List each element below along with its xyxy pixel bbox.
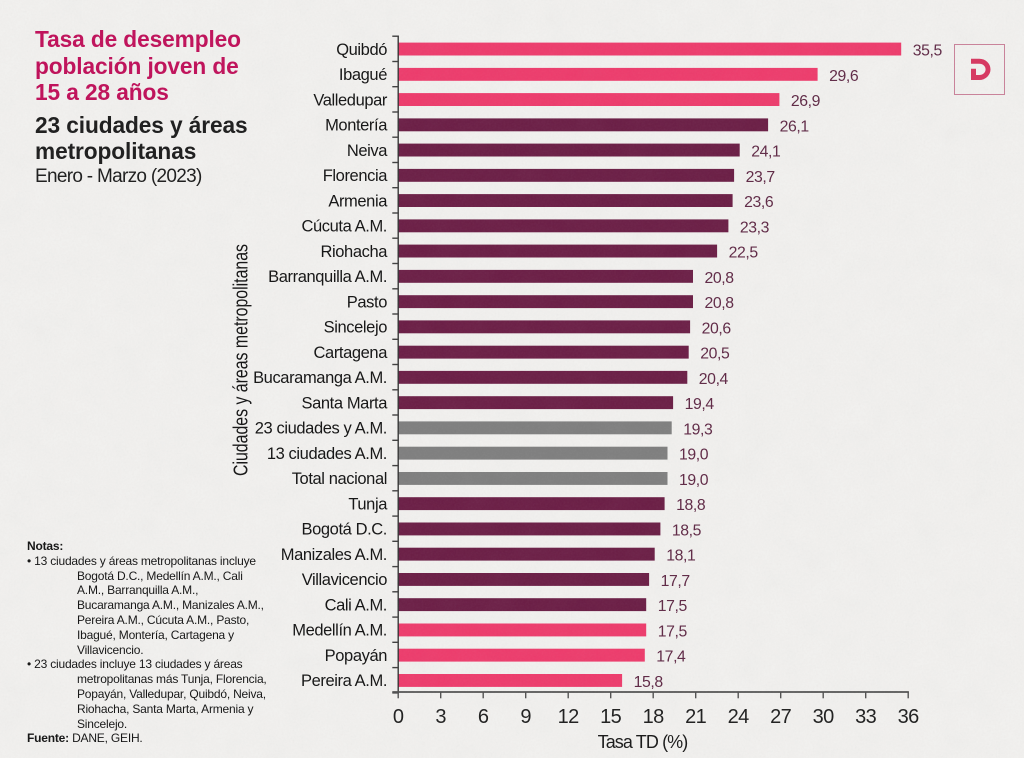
- svg-text:17,5: 17,5: [658, 598, 688, 615]
- svg-text:Florencia: Florencia: [323, 167, 388, 185]
- svg-text:3: 3: [435, 706, 446, 728]
- svg-text:6: 6: [478, 706, 489, 728]
- svg-text:Armenia: Armenia: [328, 192, 388, 210]
- svg-text:Bucaramanga A.M.: Bucaramanga A.M.: [253, 369, 387, 387]
- svg-text:27: 27: [770, 706, 792, 728]
- svg-text:20,5: 20,5: [700, 346, 730, 363]
- svg-text:21: 21: [685, 706, 707, 728]
- svg-text:18,1: 18,1: [666, 548, 696, 565]
- svg-text:Cali A.M.: Cali A.M.: [325, 597, 387, 615]
- svg-text:Valledupar: Valledupar: [313, 91, 388, 109]
- svg-text:35,5: 35,5: [913, 43, 943, 60]
- svg-text:29,6: 29,6: [829, 68, 859, 85]
- svg-text:Pereira A.M.: Pereira A.M.: [301, 672, 387, 690]
- svg-text:Riohacha: Riohacha: [320, 243, 388, 261]
- svg-text:Ibagué: Ibagué: [339, 66, 387, 84]
- svg-text:23,7: 23,7: [746, 169, 775, 186]
- svg-text:Tasa TD (%): Tasa TD (%): [598, 732, 688, 752]
- svg-text:18,5: 18,5: [672, 522, 702, 539]
- svg-text:26,9: 26,9: [791, 93, 821, 110]
- svg-text:19,0: 19,0: [679, 447, 709, 464]
- svg-text:17,7: 17,7: [661, 573, 690, 590]
- svg-text:24,1: 24,1: [751, 144, 781, 161]
- svg-text:12: 12: [558, 706, 580, 728]
- svg-text:Sincelejo: Sincelejo: [324, 319, 388, 337]
- svg-text:Neiva: Neiva: [347, 142, 388, 160]
- svg-text:Popayán: Popayán: [325, 647, 388, 665]
- svg-text:26,1: 26,1: [780, 118, 810, 135]
- svg-text:0: 0: [393, 706, 404, 728]
- svg-text:19,4: 19,4: [685, 396, 715, 413]
- svg-text:Ciudades y áreas metropolitana: Ciudades y áreas metropolitanas: [231, 244, 253, 476]
- svg-text:33: 33: [855, 706, 877, 728]
- svg-text:Medellín A.M.: Medellín A.M.: [292, 622, 387, 640]
- svg-text:20,8: 20,8: [705, 270, 735, 287]
- svg-text:23 ciudades y A.M.: 23 ciudades y A.M.: [255, 420, 387, 438]
- svg-text:20,6: 20,6: [702, 320, 732, 337]
- svg-text:19,0: 19,0: [679, 472, 709, 489]
- svg-text:24: 24: [728, 706, 750, 728]
- svg-text:30: 30: [813, 706, 835, 728]
- svg-text:Pasto: Pasto: [347, 293, 387, 311]
- svg-text:Total nacional: Total nacional: [292, 470, 387, 488]
- svg-text:36: 36: [898, 706, 920, 728]
- svg-text:17,5: 17,5: [658, 623, 688, 640]
- svg-text:18: 18: [643, 706, 665, 728]
- svg-text:20,8: 20,8: [705, 295, 735, 312]
- svg-text:Villavicencio: Villavicencio: [302, 571, 388, 589]
- svg-text:Cúcuta A.M.: Cúcuta A.M.: [302, 218, 387, 236]
- svg-text:Quibdó: Quibdó: [336, 41, 387, 59]
- svg-text:15,8: 15,8: [634, 674, 664, 691]
- svg-text:19,3: 19,3: [683, 421, 713, 438]
- svg-text:23,6: 23,6: [744, 194, 774, 211]
- svg-text:9: 9: [520, 706, 531, 728]
- svg-text:17,4: 17,4: [656, 649, 686, 666]
- svg-text:Manizales A.M.: Manizales A.M.: [281, 546, 387, 564]
- svg-text:Tunja: Tunja: [348, 496, 388, 514]
- svg-text:13 ciudades A.M.: 13 ciudades A.M.: [267, 445, 387, 463]
- svg-text:Santa Marta: Santa Marta: [302, 394, 389, 412]
- svg-text:18,8: 18,8: [676, 497, 706, 514]
- svg-text:23,3: 23,3: [740, 219, 770, 236]
- svg-text:Bogotá D.C.: Bogotá D.C.: [302, 521, 387, 539]
- svg-text:Barranquilla A.M.: Barranquilla A.M.: [268, 268, 387, 286]
- svg-text:Cartagena: Cartagena: [314, 344, 389, 362]
- svg-text:20,4: 20,4: [699, 371, 729, 388]
- svg-text:22,5: 22,5: [729, 245, 759, 262]
- svg-text:Montería: Montería: [325, 117, 388, 135]
- svg-text:15: 15: [600, 706, 622, 728]
